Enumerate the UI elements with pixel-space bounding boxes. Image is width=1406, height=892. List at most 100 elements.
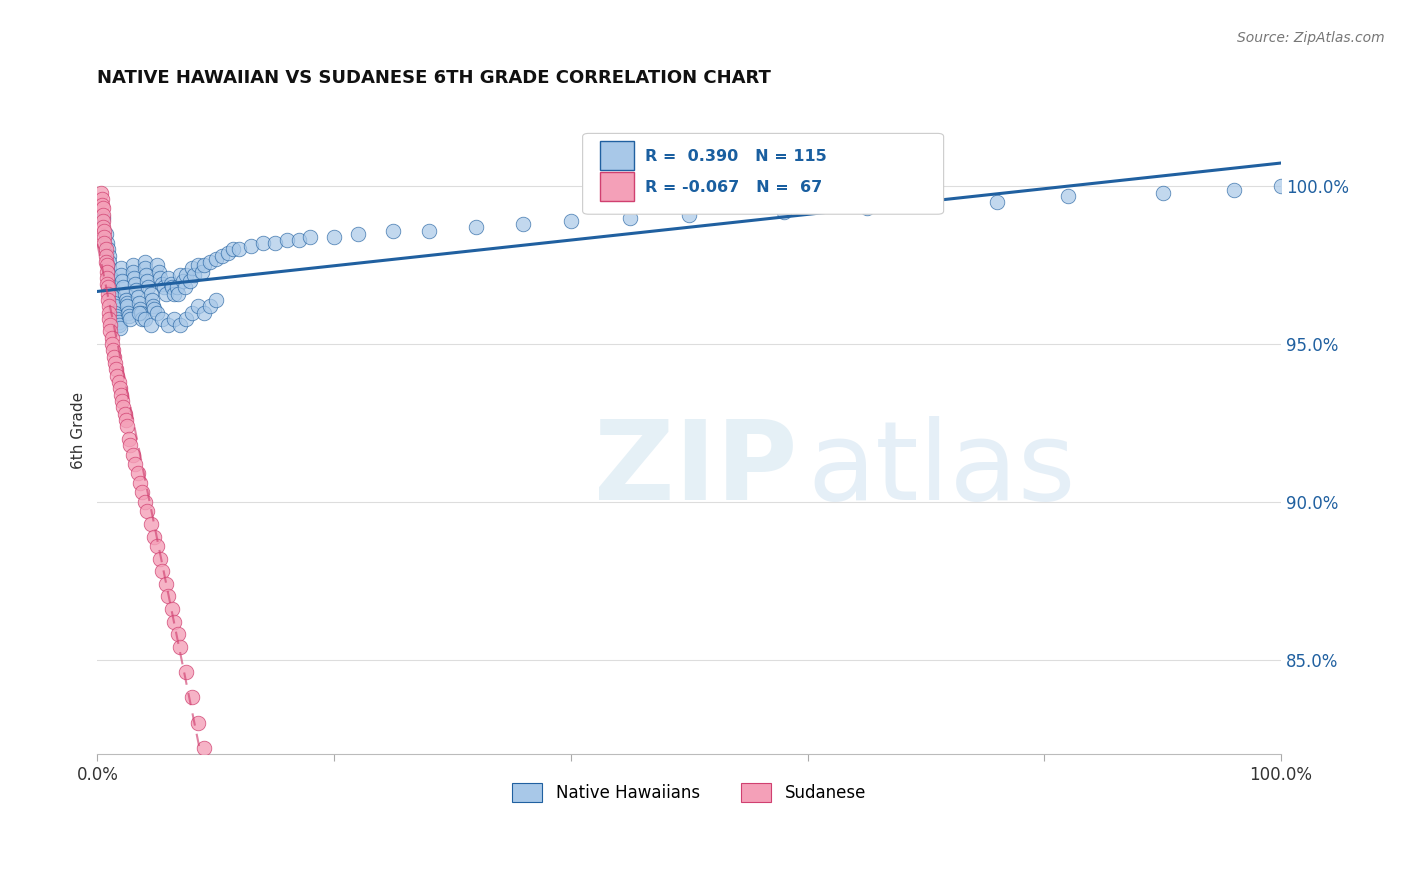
Point (187, 715, 209, 730)
Point (110, 268, 132, 282)
Point (143, 530, 166, 544)
Point (855, 202, 877, 216)
Point (190, 264, 212, 278)
Point (204, 791, 226, 805)
Point (187, 258, 209, 272)
Text: NATIVE HAWAIIAN VS SUDANESE 6TH GRADE CORRELATION CHART: NATIVE HAWAIIAN VS SUDANESE 6TH GRADE CO… (97, 69, 772, 87)
Point (145, 258, 167, 272)
Point (97, 293, 120, 307)
Text: R = -0.067   N =  67: R = -0.067 N = 67 (645, 179, 823, 194)
Point (139, 318, 162, 333)
Point (98, 318, 121, 333)
Point (135, 268, 157, 282)
FancyBboxPatch shape (600, 141, 634, 170)
Point (1057, 189, 1080, 203)
Legend: Native Hawaiians, Sudanese: Native Hawaiians, Sudanese (503, 774, 875, 811)
Point (115, 299, 138, 313)
Point (198, 766, 221, 780)
Point (136, 274, 159, 288)
Point (101, 290, 124, 304)
Point (121, 264, 143, 278)
Point (91, 202, 114, 216)
Point (160, 280, 183, 294)
Point (97, 286, 120, 301)
Point (98, 299, 121, 313)
Point (193, 258, 215, 272)
Point (100, 274, 122, 288)
FancyBboxPatch shape (582, 134, 943, 214)
Point (129, 305, 152, 319)
Point (104, 305, 127, 319)
Point (136, 504, 159, 518)
Point (125, 284, 148, 298)
Point (108, 321, 131, 335)
Point (169, 640, 191, 654)
Point (96, 258, 118, 272)
Point (91, 198, 114, 212)
Point (121, 258, 143, 272)
Point (131, 311, 153, 326)
Point (174, 280, 197, 294)
Point (110, 261, 132, 276)
Point (91, 208, 114, 222)
Point (107, 368, 129, 383)
Point (152, 564, 174, 578)
Point (100, 280, 122, 294)
Point (228, 243, 250, 257)
Y-axis label: 6th Grade: 6th Grade (72, 392, 86, 469)
Point (157, 318, 180, 333)
Point (97, 243, 120, 257)
Point (139, 286, 162, 301)
Point (252, 236, 274, 251)
Point (169, 268, 191, 282)
Point (211, 249, 233, 263)
Point (174, 268, 197, 282)
Point (100, 331, 122, 345)
Point (112, 280, 135, 294)
Point (117, 305, 139, 319)
Point (181, 261, 204, 276)
Point (193, 740, 215, 755)
Point (104, 299, 127, 313)
Point (98, 255, 121, 269)
Point (163, 311, 186, 326)
Point (418, 223, 440, 237)
Point (121, 448, 143, 462)
Text: ZIP: ZIP (595, 417, 797, 524)
Point (94, 227, 117, 241)
Point (152, 311, 174, 326)
Point (181, 305, 204, 319)
Point (93, 236, 115, 251)
Point (94, 255, 117, 269)
Point (169, 318, 191, 333)
Point (96, 236, 118, 251)
Point (136, 280, 159, 294)
Point (145, 305, 167, 319)
Point (986, 195, 1008, 210)
Point (91, 214, 114, 228)
Point (107, 311, 129, 326)
Point (1152, 186, 1174, 200)
Point (101, 286, 124, 301)
Point (560, 214, 582, 228)
Point (114, 407, 136, 421)
Point (103, 350, 125, 364)
Point (166, 286, 188, 301)
Point (98, 311, 121, 326)
Point (240, 239, 263, 253)
Point (152, 277, 174, 292)
Point (114, 286, 136, 301)
Point (160, 602, 183, 616)
Point (96, 264, 118, 278)
Point (204, 293, 226, 307)
Point (287, 233, 309, 247)
Point (134, 311, 156, 326)
Point (98, 305, 121, 319)
Point (155, 286, 177, 301)
Point (129, 302, 152, 317)
Point (217, 826, 239, 840)
Point (181, 690, 204, 705)
Point (323, 230, 346, 244)
Point (111, 274, 134, 288)
Point (91, 192, 114, 206)
